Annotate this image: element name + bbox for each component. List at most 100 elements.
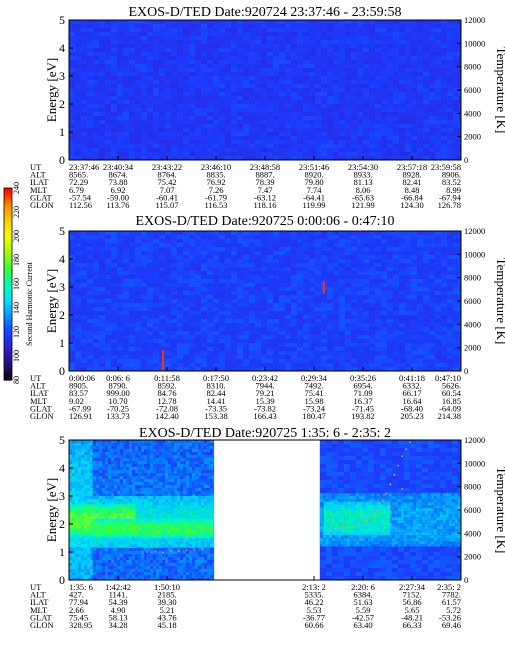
heatmap-cell — [249, 148, 255, 152]
heatmap-cell — [183, 319, 189, 323]
heatmap-cell — [411, 36, 417, 40]
heatmap-cell — [375, 323, 381, 327]
heatmap-cell — [87, 28, 93, 32]
heatmap-cell — [369, 231, 375, 235]
heatmap-cell — [345, 359, 351, 363]
heatmap-cell — [273, 315, 279, 319]
heatmap-cell — [357, 48, 363, 52]
orbit-cell: 83.52 — [442, 177, 461, 187]
heatmap-cell — [351, 112, 357, 116]
heatmap-cell — [81, 287, 87, 291]
heatmap-cell — [261, 347, 267, 351]
heatmap-cell — [261, 275, 267, 279]
heatmap-cell — [129, 152, 135, 156]
heatmap-cell — [357, 363, 363, 367]
heatmap-cell — [93, 367, 99, 371]
y2-tick-label: 4000 — [464, 108, 481, 118]
heatmap-cell — [201, 60, 207, 64]
heatmap-cell — [237, 108, 243, 112]
heatmap-cell — [93, 28, 99, 32]
heatmap-cell — [171, 287, 177, 291]
heatmap-cell — [309, 303, 315, 307]
heatmap-cell — [93, 267, 99, 271]
heatmap-cell — [81, 140, 87, 144]
orbit-cell: 8.06 — [356, 185, 371, 195]
heatmap-cell — [309, 291, 315, 295]
heatmap-cell — [213, 64, 219, 68]
heatmap-cell — [219, 96, 225, 100]
heatmap-cell — [423, 136, 429, 140]
heatmap-cell — [297, 40, 303, 44]
heatmap-cell — [333, 72, 339, 76]
heatmap-cell — [411, 40, 417, 44]
heatmap-cell — [327, 359, 333, 363]
heatmap-cell — [267, 20, 273, 24]
heatmap-cell — [165, 259, 171, 263]
heatmap-cell — [333, 239, 339, 243]
heatmap-cell — [453, 60, 459, 64]
heatmap-cell — [423, 132, 429, 136]
heatmap-cell — [381, 132, 387, 136]
heatmap-cell — [189, 351, 195, 355]
heatmap-cell — [111, 279, 117, 283]
heatmap-cell — [453, 44, 459, 48]
heatmap-cell — [159, 32, 165, 36]
heatmap-cell — [417, 355, 423, 359]
heatmap-cell — [375, 267, 381, 271]
heatmap-cell — [285, 60, 291, 64]
heatmap-cell — [93, 351, 99, 355]
heatmap-cell — [159, 104, 165, 108]
heatmap-cell — [285, 148, 291, 152]
heatmap-cell — [207, 148, 213, 152]
heatmap-cell — [225, 72, 231, 76]
heatmap-cell — [375, 339, 381, 343]
heatmap-cell — [249, 279, 255, 283]
heatmap-cell — [339, 283, 345, 287]
heatmap-cell — [381, 60, 387, 64]
heatmap-cell — [405, 315, 411, 319]
heatmap-cell — [183, 311, 189, 315]
heatmap-cell — [441, 247, 447, 251]
heatmap-cell — [285, 311, 291, 315]
heatmap-cell — [87, 323, 93, 327]
heatmap-cell — [423, 319, 429, 323]
heatmap-cell — [75, 116, 81, 120]
heatmap-cell — [165, 347, 171, 351]
heatmap-cell — [393, 68, 399, 72]
heatmap-cell — [435, 136, 441, 140]
heatmap-cell — [141, 68, 147, 72]
heatmap-cell — [333, 303, 339, 307]
heatmap-cell — [291, 92, 297, 96]
heatmap-cell — [381, 56, 387, 60]
heatmap-cell — [345, 24, 351, 28]
heatmap-cell — [75, 28, 81, 32]
heatmap-cell — [75, 279, 81, 283]
heatmap-cell — [141, 327, 147, 331]
heatmap-cell — [225, 291, 231, 295]
heatmap-cell — [333, 116, 339, 120]
heatmap-cell — [303, 132, 309, 136]
y2-axis-label: Temperature [K] — [494, 47, 505, 134]
heatmap-cell — [285, 267, 291, 271]
heatmap-cell — [429, 243, 435, 247]
heatmap-cell — [249, 319, 255, 323]
heatmap-cell — [387, 60, 393, 64]
heatmap-cell — [195, 92, 201, 96]
heatmap-cell — [231, 96, 237, 100]
heatmap-cell — [159, 48, 165, 52]
heatmap-cell — [219, 311, 225, 315]
y2-axis-label: Temperature [K] — [494, 258, 505, 345]
heatmap-cell — [417, 120, 423, 124]
heatmap-cell — [315, 303, 321, 307]
heatmap-cell — [201, 331, 207, 335]
heatmap-cell — [129, 120, 135, 124]
heatmap-cell — [249, 24, 255, 28]
heatmap-cell — [87, 64, 93, 68]
heatmap-cell — [255, 323, 261, 327]
heatmap-cell — [117, 263, 123, 267]
heatmap-cell — [417, 243, 423, 247]
heatmap-cell — [195, 72, 201, 76]
heatmap-cell — [177, 128, 183, 132]
heatmap-cell — [165, 60, 171, 64]
heatmap-cell — [363, 28, 369, 32]
